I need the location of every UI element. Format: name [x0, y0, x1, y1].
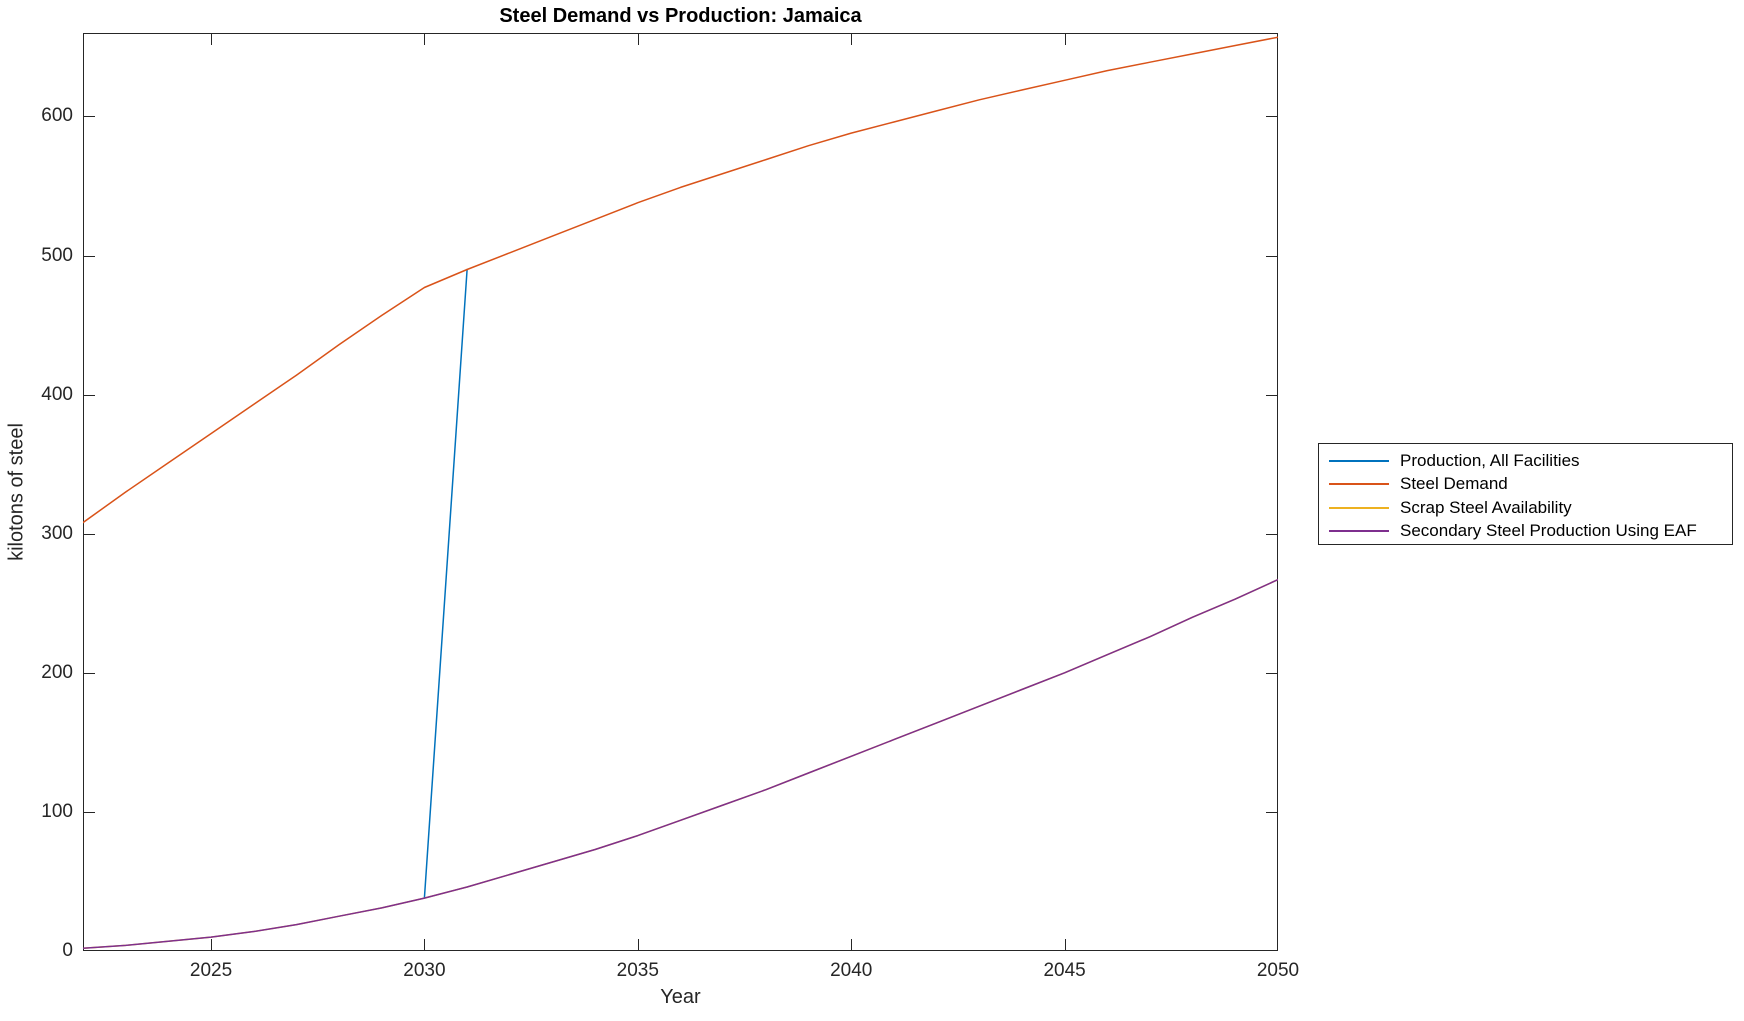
y-tick-label: 100 [41, 800, 73, 822]
chart-title: Steel Demand vs Production: Jamaica [499, 5, 862, 27]
legend-line-swatch [1329, 506, 1389, 509]
legend-item-steel-demand: Steel Demand [1319, 473, 1732, 497]
legend-line-swatch [1329, 483, 1389, 486]
x-tick-label: 2030 [403, 960, 446, 981]
legend-line-swatch [1329, 459, 1389, 462]
series-line-production-all-facilities [423, 268, 468, 899]
x-tick-label: 2025 [189, 960, 233, 981]
axes-box [83, 33, 1278, 951]
y-axis-label: kilotons of steel [5, 423, 28, 561]
series-line-steel-demand [83, 36, 1278, 524]
series-line-scrap-steel-availability [83, 578, 1278, 949]
plot-area [83, 33, 1278, 951]
legend-item-scrap-steel-availability: Scrap Steel Availability [1319, 496, 1732, 520]
legend-line-swatch [1329, 530, 1389, 533]
plot-canvas [83, 33, 1278, 951]
legend: Production, All Facilities Steel Demand Sc… [1318, 443, 1733, 545]
x-tick-label: 2045 [1043, 960, 1086, 981]
legend-item-label: Scrap Steel Availability [1400, 497, 1572, 517]
y-tick-label: 500 [41, 244, 73, 266]
y-tick-label: 400 [41, 383, 73, 405]
y-tick-label: 0 [62, 940, 73, 961]
legend-item-label: Secondary Steel Production Using EAF [1400, 521, 1697, 541]
legend-item-label: Steel Demand [1400, 474, 1508, 494]
legend-item-secondary-steel-production-using-eaf: Secondary Steel Production Using EAF [1319, 520, 1732, 544]
x-tick-label: 2040 [830, 960, 873, 981]
x-axis-label: Year [660, 986, 701, 1008]
y-tick-label: 600 [41, 105, 73, 127]
legend-item-production-all-facilities: Production, All Facilities [1319, 449, 1732, 473]
y-tick-label: 200 [41, 661, 73, 683]
y-tick-label: 300 [41, 522, 73, 544]
x-tick-label: 2035 [616, 960, 659, 981]
x-tick-label: 2050 [1256, 960, 1300, 981]
series-line-secondary-steel-production-using-eaf [83, 578, 1278, 949]
legend-item-label: Production, All Facilities [1400, 450, 1580, 470]
